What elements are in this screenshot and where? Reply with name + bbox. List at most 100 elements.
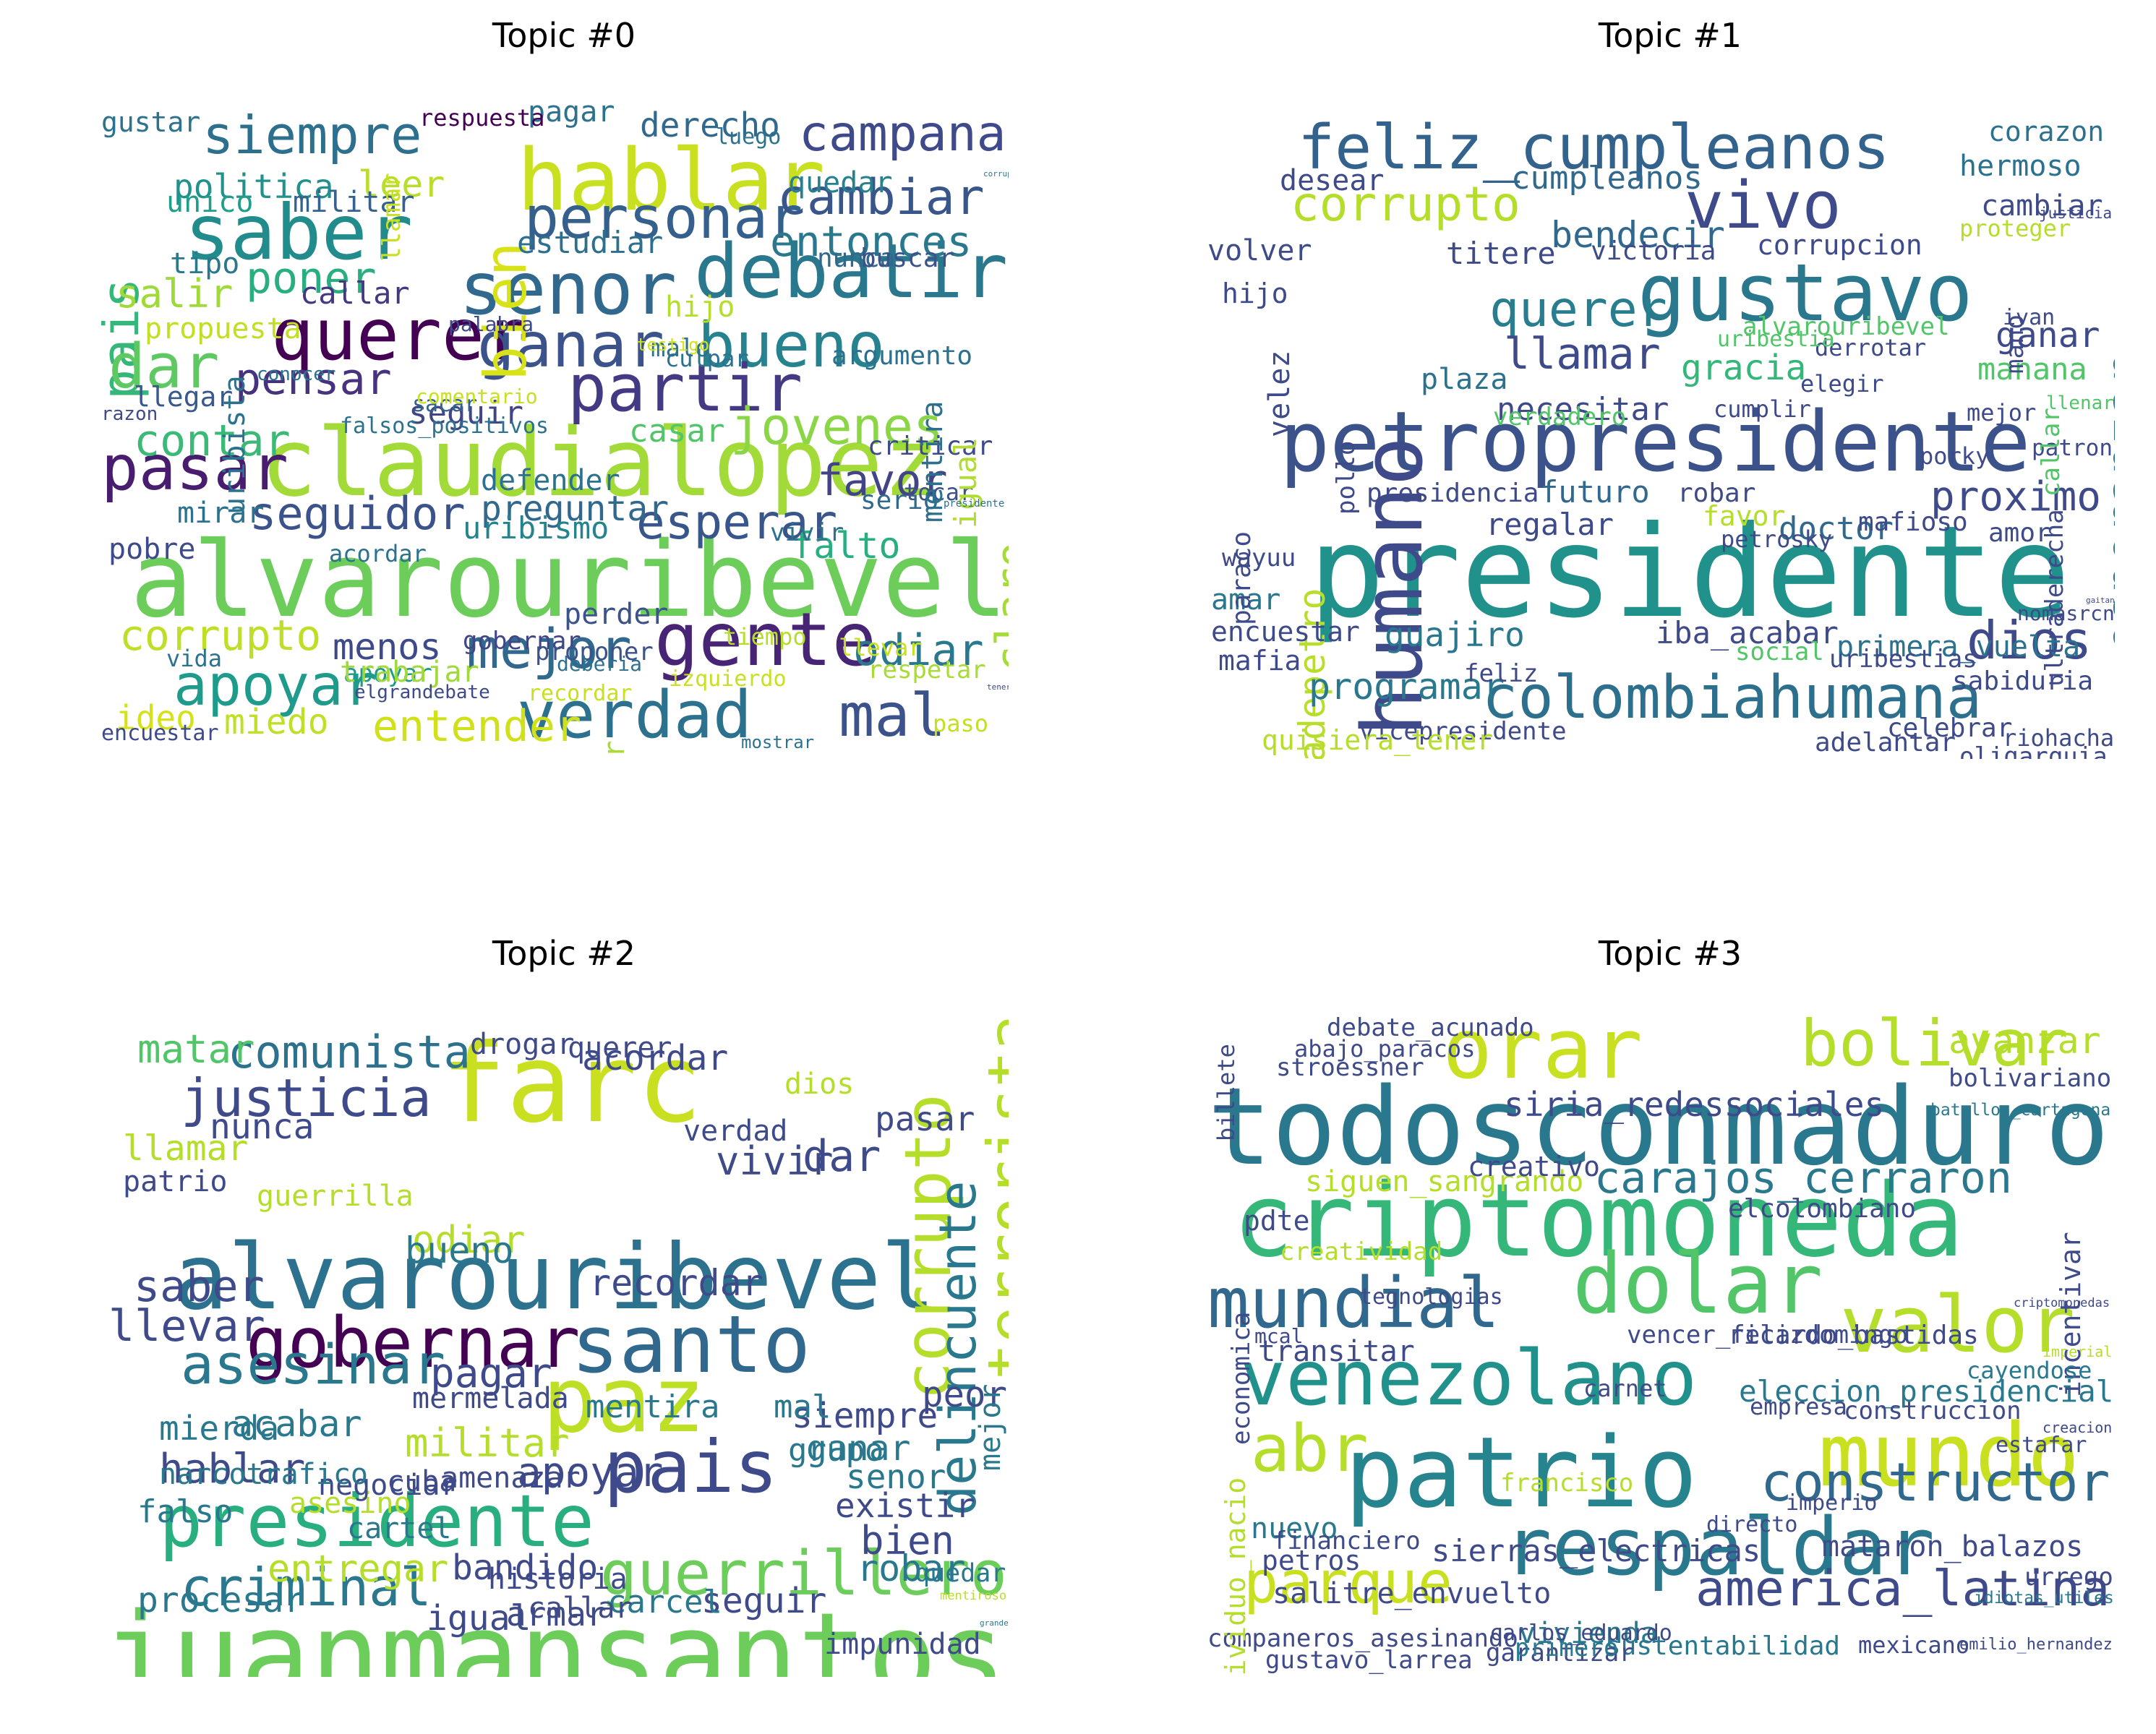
topic-1-word: presidente — [1309, 499, 2071, 646]
topic-0-word: gustar — [101, 106, 201, 138]
topic-3-word: emilio_hernandez — [1959, 1636, 2113, 1654]
topic-0-word: defender — [481, 464, 620, 497]
topic-0-word: izquierdo — [669, 666, 787, 692]
topic-2-word: igual — [427, 1598, 531, 1639]
topic-2-word: grupo — [788, 1432, 884, 1469]
topic-0-word: politica — [174, 167, 334, 206]
topic-1-word: social — [1735, 638, 1824, 666]
topic-3-word: idiotas_utiles — [1974, 1589, 2114, 1608]
topic-1-word: primera_vuelta — [1836, 630, 2081, 664]
topic-0-word: alvarouribevel — [130, 519, 1008, 640]
topic-0-word: corrupto — [119, 611, 322, 660]
topic-0-word: argumento — [831, 341, 973, 371]
topic-1-word: proximo — [1930, 473, 2102, 520]
topic-0-word: testigo — [636, 335, 710, 355]
topic-1-word: vicepresidente — [1359, 717, 1567, 746]
topic-1-word: regalar — [1486, 507, 1614, 542]
topic-0-word: llevar — [839, 634, 923, 661]
topic-0-word: encuestar — [101, 721, 219, 746]
topic-1-word: doctor — [1779, 510, 1894, 547]
topic-0-word: mostrar — [741, 732, 815, 752]
topic-0-word: hijo — [665, 291, 735, 324]
topic-2-word: verdad — [683, 1115, 788, 1148]
topic-3-word: mcal — [1254, 1324, 1304, 1348]
topic-0-word: deberia — [557, 652, 643, 676]
topic-0-word: acordar — [329, 540, 427, 567]
topic-0-word: trabajar — [340, 656, 479, 689]
topic-2-word: querer — [568, 1031, 672, 1065]
topic-0-word: senor — [459, 246, 677, 331]
topic-0-word: hablar — [517, 130, 826, 230]
topic-2-word: llevar — [108, 1301, 265, 1352]
topic-0-word: quedar — [788, 166, 893, 199]
topic-2-word: bueno — [405, 1229, 514, 1271]
topic-2-word: callar — [528, 1592, 633, 1625]
topic-0-word: culpar — [665, 345, 749, 372]
topic-2-word: acabar — [231, 1403, 362, 1445]
topic-0-word: seguir — [408, 395, 523, 432]
topic-2-word: ganar — [806, 1428, 911, 1469]
topic-0-word: mal — [839, 682, 946, 750]
topic-0-word: claro — [987, 541, 1009, 672]
topic-0-word: miedo — [224, 702, 329, 742]
topic-3-word: individuo_nacio — [1220, 1477, 1252, 1677]
topic-1-word: proteger — [1959, 215, 2071, 242]
topic-0-word: respetar — [868, 656, 986, 684]
topic-0-word: personar — [524, 184, 803, 252]
topic-0-word: verdad — [517, 677, 753, 753]
topic-2-word: gobernar — [246, 1302, 581, 1383]
topic-3-word: elcolombiano — [1728, 1194, 1917, 1224]
topic-3-word: todosconmaduro — [1207, 1065, 2110, 1189]
topic-2-word: matar — [137, 1026, 255, 1072]
topic-0-word: pensar — [235, 354, 392, 405]
topic-2-word: mal — [774, 1389, 831, 1425]
topic-1-word: gaitan — [2086, 596, 2115, 605]
topic-3-word: carnet — [1583, 1375, 1667, 1402]
topic-3-word: siria_redessociales — [1504, 1085, 1885, 1124]
topic-2-word: falso — [137, 1493, 234, 1530]
topic-1-word: corrupto — [1291, 176, 1520, 232]
topic-0-word: odiar — [853, 625, 984, 676]
topic-0-word: contar — [134, 416, 291, 466]
topic-2-word: presidente — [159, 1479, 595, 1563]
topic-0-word: serio — [860, 486, 939, 515]
topic-0-word: llamar — [377, 173, 406, 262]
topic-3-word: dolar — [1573, 1236, 1823, 1333]
topic-3-word: urrego — [2024, 1563, 2113, 1592]
topic-2-word: amenazar — [441, 1462, 581, 1495]
topic-3-word: mundo — [1818, 1406, 2080, 1506]
topic-1-word: hermoso — [1959, 150, 2082, 183]
topic-0-word: proponer — [535, 638, 654, 666]
topic-1-word: sabiduria — [1952, 666, 2094, 696]
topic-0-word: menos — [333, 626, 442, 668]
topic-0-word: elgrandebate — [354, 682, 490, 703]
topic-0-word: claudialopez — [260, 408, 940, 518]
topic-3-word: garantizar — [1486, 1639, 1634, 1668]
topic-0-word: tipo — [170, 247, 240, 280]
topic-1-title: Topic #1 — [1598, 16, 1742, 55]
topic-0-word: querer — [271, 294, 528, 377]
topic-2-word: criminal — [181, 1557, 432, 1618]
topic-0-word: partir — [568, 351, 803, 426]
topic-3-word: abr — [1251, 1411, 1369, 1487]
topic-1-word: querer — [1489, 281, 1667, 338]
topic-0-word: gobernar — [463, 627, 581, 656]
topic-0-word: mirar — [177, 497, 265, 530]
topic-3-word: abajo_paracos — [1294, 1035, 1476, 1063]
topic-1-word: quisiera_tener — [1262, 724, 1494, 756]
topic-0-word: leer — [358, 163, 445, 205]
topic-3-word: valor — [1840, 1280, 2076, 1370]
topic-1-word: robar — [1677, 478, 1756, 508]
topic-3-word: debate_acunado — [1327, 1016, 1534, 1042]
topic-3-word: ricardo_bastidas — [1728, 1321, 1979, 1350]
topic-3-word: mexicano — [1858, 1631, 1970, 1659]
topic-2-word: alvarouribevel — [174, 1225, 936, 1330]
topic-2-word: apoyar — [517, 1449, 664, 1496]
topic-2-word: mentira — [586, 1389, 720, 1425]
topic-2-word: paz — [542, 1348, 706, 1453]
topic-0-word: uribismo — [463, 510, 609, 546]
topic-1-word: llenar — [2046, 392, 2114, 414]
topic-3-word: gustavo_larrea — [1265, 1646, 1473, 1675]
topic-0-word: ideo — [116, 698, 196, 737]
topic-2-word: mejor — [974, 1383, 1007, 1471]
